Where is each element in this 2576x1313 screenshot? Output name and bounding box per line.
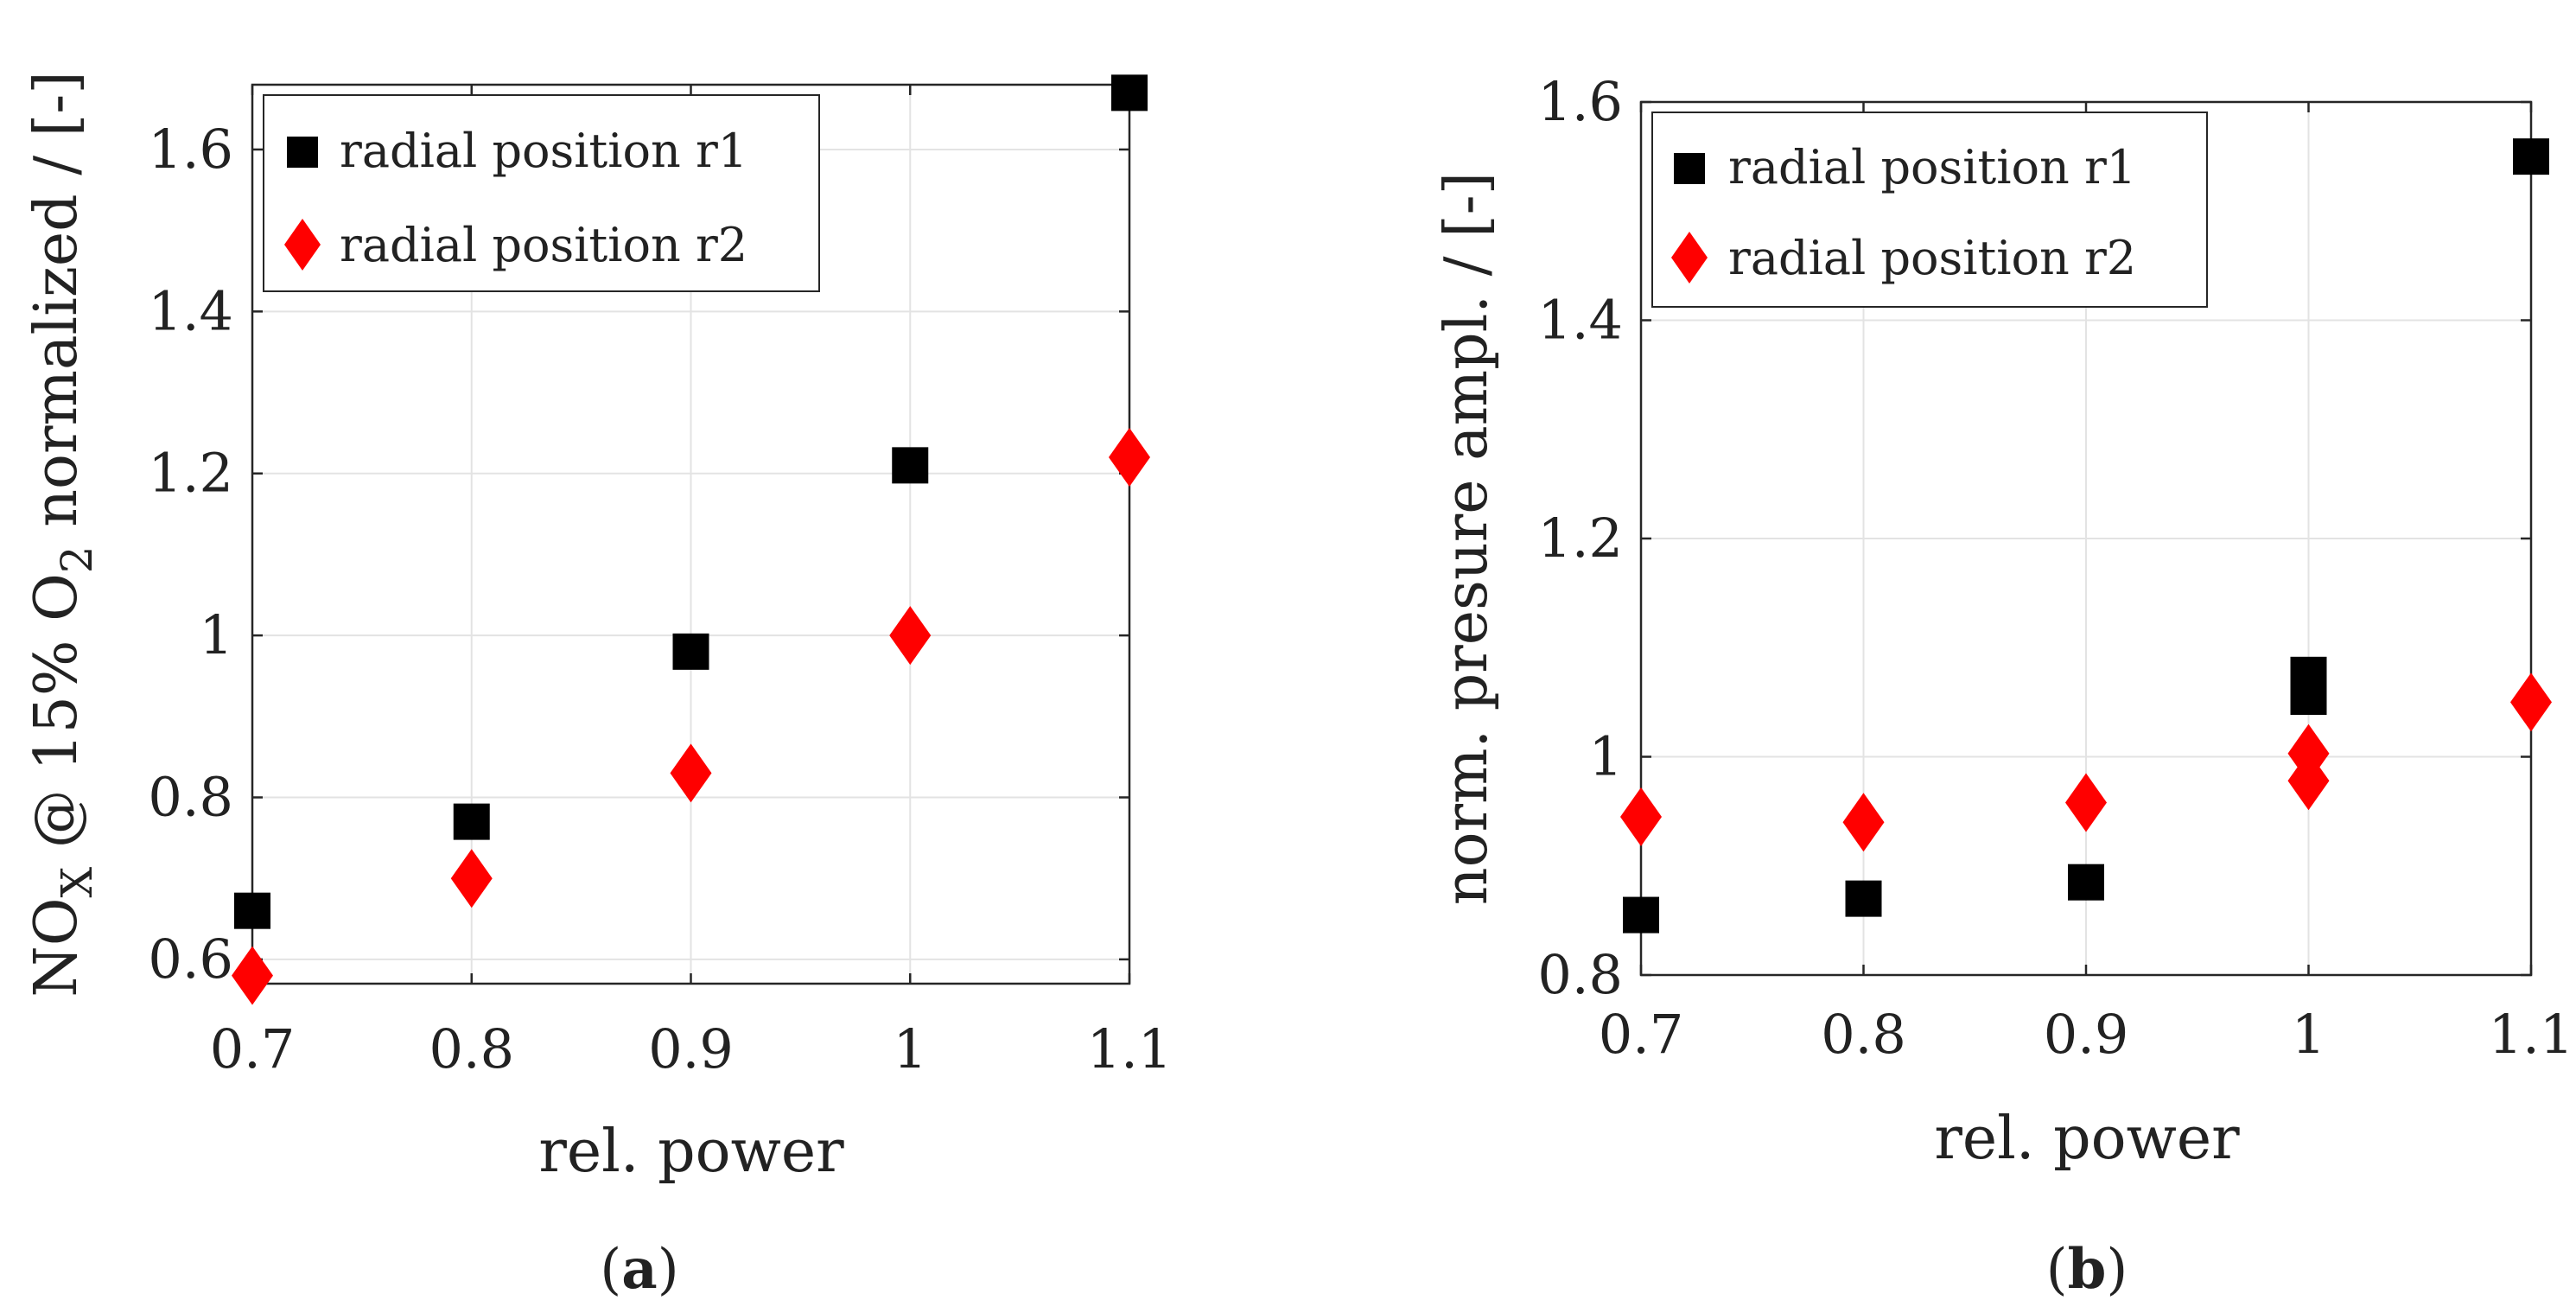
chart-b-point-r1 [2513,138,2549,175]
chart-a-xtick-label: 0.8 [429,1017,514,1080]
chart-a-point-r1 [672,633,709,670]
chart-a: 0.7 0.8 0.9 1 1.1 0.6 0.8 1 1.2 1.4 1.6 radial pos… [22,71,1172,1302]
chart-b-legend-r1-label: radial position r1 [1728,140,2136,194]
chart-a-ytick-label: 1.4 [148,279,233,342]
chart-a-legend-r1-label: radial position r1 [340,124,747,178]
chart-a-legend-r2-label: radial position r2 [340,218,747,272]
chart-a-point-r1 [892,447,929,484]
chart-a-legend-box [263,94,820,292]
chart-b-point-r2 [2065,773,2107,832]
chart-a-point-r2 [1109,427,1150,487]
chart-a-ylabel-part-c: normalized / [-] [22,71,91,545]
chart-a-points [232,74,1150,1005]
chart-b-legend-r2-label: radial position r2 [1728,231,2136,285]
chart-a-legend-r2-marker [284,219,321,271]
chart-a-point-r2 [232,946,273,1005]
chart-b-legend-box [1651,112,2208,308]
chart-a-xtick-label: 0.9 [648,1017,734,1080]
chart-b-point-r2 [1620,787,1662,846]
chart-a-xtick-label: 0.7 [210,1017,296,1080]
chart-b-panel-open: ( [2046,1238,2068,1302]
chart-b-point-r1 [2068,864,2104,901]
chart-a-panel-letter: a [621,1237,657,1302]
chart-a-panel-label: (a) [600,1237,678,1302]
chart-a-point-r1 [234,892,270,929]
chart-b-point-r2 [2510,672,2552,732]
chart-a-point-r1 [453,803,490,840]
chart-a-ylabel-sub2: 2 [52,545,102,573]
chart-a-panel-open: ( [600,1238,621,1302]
chart-b-legend-r1-marker [1674,153,1705,184]
chart-b-point-r2 [2287,723,2330,783]
chart-b-panel-close: ) [2106,1238,2128,1302]
chart-b-points [1620,138,2552,934]
chart-b-legend: radial position r1 radial position r2 [1651,112,2208,308]
chart-b-point-r2 [1842,793,1885,852]
chart-b-xtick-label: 1.1 [2489,1003,2574,1066]
chart-b-y-axis-label: norm. presure ampl. / [-] [1433,172,1501,905]
chart-a-xtick-label: 1 [894,1017,927,1080]
chart-b-ytick-label: 1.2 [1537,507,1623,570]
chart-b-ticks: 0.7 0.8 0.9 1 1.10.811.21.41.6 [1537,70,2573,1066]
chart-a-x-axis-label: rel. power [538,1118,844,1186]
chart-a-y-axis-label: NOX @ 15% O2 normalized / [-] [22,71,102,997]
chart-b-point-r1 [1623,896,1659,934]
chart-b-ytick-label: 1 [1589,725,1623,788]
chart-b-point-r1 [1845,880,1882,917]
chart-b-xtick-label: 1 [2292,1003,2325,1066]
chart-b-panel-label: (b) [2046,1237,2128,1302]
chart-b-xtick-label: 0.9 [2044,1003,2129,1066]
chart-a-ticks: 0.7 0.8 0.9 1 1.1 0.6 0.8 1 1.2 1.4 1.6 [148,85,1172,1080]
chart-a-ylabel-part-a: NO [22,898,91,997]
chart-a-legend: radial position r1 radial position r2 [263,94,820,292]
chart-b-panel-letter: b [2068,1237,2107,1302]
chart-b-legend-r2-marker [1671,232,1708,284]
chart-b-x-axis-label: rel. power [1934,1105,2240,1173]
chart-a-ylabel-part-b: @ 15% O [22,573,91,867]
chart-b-ytick-label: 0.8 [1537,943,1623,1006]
chart-b-xtick-label: 0.7 [1599,1003,1684,1066]
chart-a-point-r2 [450,849,493,908]
chart-b-ytick-label: 1.6 [1537,70,1623,133]
chart-b: 0.7 0.8 0.9 1 1.10.811.21.41.6 radial positi… [1433,70,2573,1302]
chart-a-ylabel-sub1: X [52,867,102,898]
chart-b-point-r1 [2290,656,2327,693]
chart-a-point-r1 [1111,74,1148,112]
chart-a-ytick-label: 0.8 [148,766,233,829]
chart-b-ytick-label: 1.4 [1537,289,1623,352]
chart-a-ytick-label: 1.6 [148,118,233,181]
chart-b-xtick-label: 0.8 [1821,1003,1906,1066]
chart-a-legend-r1-marker [287,137,318,168]
chart-a-ytick-label: 1.2 [148,442,233,505]
chart-a-xtick-label: 1.1 [1087,1017,1173,1080]
chart-a-ytick-label: 1 [200,603,233,666]
chart-a-panel-close: ) [658,1238,679,1302]
chart-a-point-r2 [670,743,712,803]
chart-a-ytick-label: 0.6 [148,927,233,991]
chart-a-point-r2 [889,606,932,666]
